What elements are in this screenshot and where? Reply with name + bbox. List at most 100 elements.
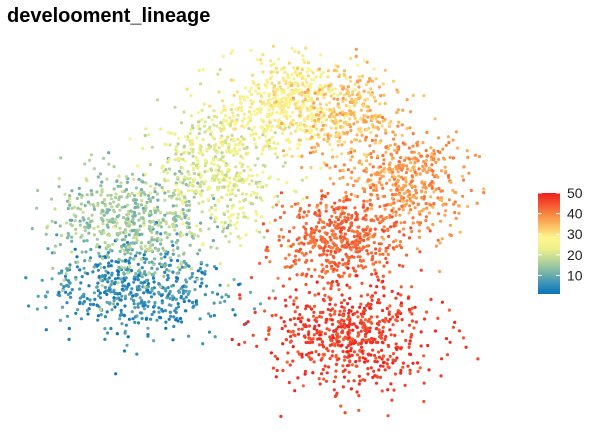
cell-point [200,277,204,281]
cell-point [164,289,168,293]
cell-point [127,282,131,286]
cell-point [103,285,107,289]
cell-point [91,270,95,274]
cell-point [95,303,99,307]
cell-point [69,295,73,299]
cell-point [176,319,180,323]
cell-point [215,292,220,296]
cell-point [207,312,211,316]
cell-point [174,310,178,314]
cell-point [163,255,167,259]
cell-point [137,228,141,232]
cell-point [161,309,165,313]
cell-point [92,291,96,295]
cell-point [166,294,170,298]
cell-point [70,189,74,193]
cell-point [174,211,178,215]
cell-point [99,193,103,197]
chart-title: develooment_lineage [7,5,211,27]
cell-point [82,266,86,270]
cell-point [102,265,106,270]
cell-point [98,245,102,249]
cell-point [151,276,156,280]
cell-point [150,260,154,264]
cell-point [109,264,113,268]
cell-point [67,337,71,341]
cell-point [144,279,148,283]
colorbar-tick-label: 30 [567,226,583,242]
cell-point [150,266,154,270]
cell-point [196,234,200,238]
cell-point [181,284,185,289]
cell-point [192,304,196,308]
cell-point [132,280,136,284]
cell-point [126,335,130,339]
cell-point [86,312,90,316]
cell-point [101,222,105,226]
cell-point [99,313,103,317]
cell-point [136,287,140,291]
cell-point [167,303,171,307]
cell-point [136,262,140,266]
cell-point [96,289,100,293]
cell-point [96,314,100,318]
cell-point [182,289,186,293]
cell-point [140,266,144,270]
cell-point [63,192,67,196]
cell-point [166,273,170,277]
cell-point [143,301,147,305]
cell-point [104,269,108,273]
cell-point [112,210,116,214]
cell-point [124,276,128,280]
cell-point [133,205,137,210]
cell-point [65,314,69,318]
cell-point [213,335,217,339]
cell-point [198,266,202,271]
cell-point [112,299,116,303]
cell-point [180,320,184,324]
cell-point [141,304,145,308]
cell-point [150,235,154,240]
cell-point [168,289,172,294]
cell-point [44,328,48,332]
cell-point [87,284,91,288]
cell-point [203,269,207,273]
cell-point [157,310,161,314]
cell-point [119,181,123,185]
cell-point [24,276,28,280]
cell-point [135,352,139,356]
cell-point [155,230,159,234]
cell-point [78,219,82,223]
cell-point [58,318,63,322]
cell-point [138,296,142,300]
cell-point [125,268,130,272]
cell-point [45,290,50,294]
cell-point [130,191,134,195]
cell-point [96,175,100,179]
cell-point [57,177,61,181]
cell-point [232,277,236,282]
cell-point [157,306,161,310]
cell-point [191,300,195,304]
cell-point [112,296,116,300]
cell-point [169,258,173,262]
cell-point [119,298,123,302]
cell-point [153,304,157,308]
cell-point [116,260,120,264]
cell-point [116,302,120,306]
cell-point [136,205,140,209]
cell-point [136,305,140,309]
cell-point [137,273,141,277]
cell-point [79,317,83,321]
cell-point [100,274,104,279]
cell-point [134,254,138,258]
cell-point [109,326,113,331]
cell-point [62,278,66,282]
cell-point [143,260,147,265]
cell-point [113,196,118,200]
cell-point [224,293,228,297]
cell-point [117,197,121,202]
cell-point [187,334,191,338]
cell-point [258,302,263,306]
cell-point [150,312,154,317]
